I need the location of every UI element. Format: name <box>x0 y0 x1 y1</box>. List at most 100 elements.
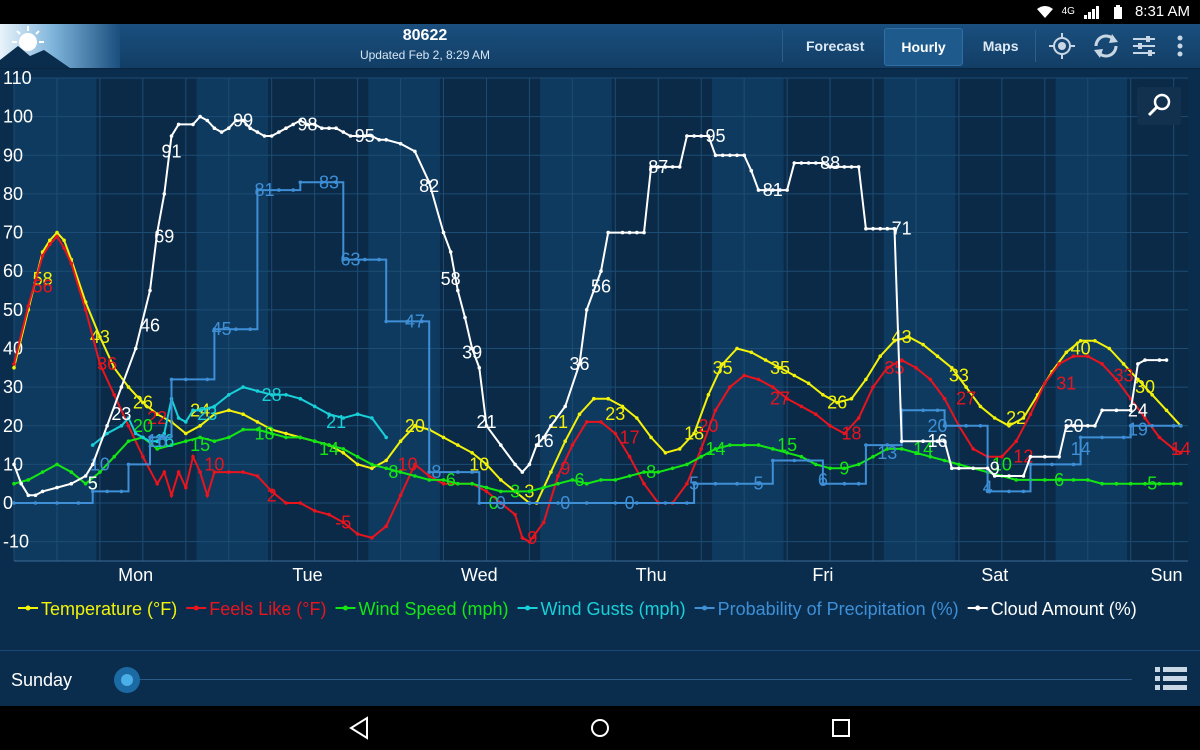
data-point <box>685 501 689 505</box>
data-point <box>513 512 517 517</box>
data-point <box>864 226 868 231</box>
data-point <box>835 165 839 169</box>
data-point <box>176 470 181 474</box>
data-point <box>284 435 288 440</box>
data-label: 14 <box>913 439 933 459</box>
data-label: 2 <box>267 485 277 505</box>
night-band <box>1127 78 1188 561</box>
day-slider-thumb[interactable] <box>114 667 140 693</box>
data-point <box>735 153 739 158</box>
data-point <box>1171 424 1176 428</box>
y-tick-label: 90 <box>3 145 23 165</box>
data-label: 63 <box>340 250 360 270</box>
hourly-chart[interactable]: -10 0 10 20 30 40 50 60 70 80 90 100 110 Mon Tue Wed Thu… <box>0 68 1200 650</box>
data-point <box>255 420 260 424</box>
tab-hourly[interactable]: Hourly <box>884 28 963 66</box>
data-point <box>126 416 131 420</box>
data-point <box>112 366 116 370</box>
recents-icon[interactable] <box>827 714 855 742</box>
data-point <box>26 493 31 498</box>
data-point <box>198 114 202 119</box>
home-icon[interactable] <box>586 714 614 742</box>
data-point <box>284 501 288 505</box>
data-point <box>312 122 317 127</box>
data-label: 6 <box>1054 470 1064 490</box>
data-point <box>1043 381 1047 386</box>
zoom-button[interactable] <box>1137 87 1181 125</box>
data-point <box>370 466 374 471</box>
data-point <box>520 470 525 474</box>
data-label: 27 <box>770 389 790 409</box>
data-point <box>849 165 854 169</box>
data-point <box>821 481 825 486</box>
more-vert-icon[interactable] <box>1164 30 1196 62</box>
app-bar: 80622 Updated Feb 2, 8:29 AM Forecast Ho… <box>0 24 1200 69</box>
data-point <box>914 451 918 455</box>
locate-icon[interactable] <box>1046 30 1078 62</box>
refresh-icon[interactable] <box>1090 30 1122 62</box>
data-point <box>885 447 890 451</box>
data-point <box>1057 454 1061 459</box>
data-point <box>771 458 775 463</box>
data-label: 22 <box>147 408 167 428</box>
data-point <box>155 447 159 451</box>
data-point <box>964 385 968 389</box>
data-point <box>98 470 102 474</box>
data-point <box>456 470 460 474</box>
app-logo <box>0 24 120 68</box>
data-label: 16 <box>154 431 174 451</box>
data-point <box>26 478 31 482</box>
data-point <box>284 126 288 130</box>
data-point <box>55 462 59 467</box>
data-point <box>899 358 904 362</box>
data-label: 28 <box>262 385 282 405</box>
list-view-icon[interactable] <box>1155 665 1187 693</box>
data-point <box>76 501 81 505</box>
data-point <box>842 466 847 471</box>
day-slider-track[interactable] <box>127 679 1132 680</box>
data-point <box>1179 481 1183 486</box>
data-point <box>40 470 45 474</box>
clock: 8:31 AM <box>1134 3 1190 20</box>
data-point <box>627 474 632 478</box>
data-point <box>90 462 95 467</box>
data-point <box>33 493 38 498</box>
data-label: 20 <box>133 416 153 436</box>
settings-sliders-icon[interactable] <box>1128 30 1160 62</box>
data-point <box>198 408 202 413</box>
data-point <box>169 377 174 382</box>
data-point <box>1050 462 1054 467</box>
data-point <box>1014 478 1018 482</box>
night-band <box>439 78 541 561</box>
data-point <box>985 466 990 471</box>
data-label: 14 <box>1071 439 1091 459</box>
back-icon[interactable] <box>345 714 373 742</box>
data-point <box>255 188 260 192</box>
data-label: 6 <box>574 470 584 490</box>
data-point <box>728 443 732 447</box>
data-point <box>706 393 711 397</box>
data-point <box>541 520 546 525</box>
data-point <box>484 485 489 490</box>
data-point <box>1014 439 1018 444</box>
tab-forecast[interactable]: Forecast <box>806 38 865 54</box>
data-point <box>269 427 274 432</box>
data-point <box>928 454 933 459</box>
wifi-icon <box>1036 5 1053 18</box>
data-point <box>735 481 739 486</box>
data-point <box>90 443 95 447</box>
data-point <box>1071 478 1076 482</box>
data-point <box>98 335 102 339</box>
data-point <box>83 300 88 304</box>
data-point <box>55 234 59 239</box>
data-point <box>169 443 174 447</box>
data-point <box>1107 346 1112 351</box>
data-point <box>427 474 432 478</box>
tab-maps[interactable]: Maps <box>982 38 1019 54</box>
data-label: 23 <box>605 404 625 424</box>
data-label: 98 <box>297 114 317 134</box>
data-label: 26 <box>133 393 153 413</box>
data-label: 18 <box>254 424 274 444</box>
data-point <box>942 424 947 428</box>
data-point <box>355 462 360 467</box>
